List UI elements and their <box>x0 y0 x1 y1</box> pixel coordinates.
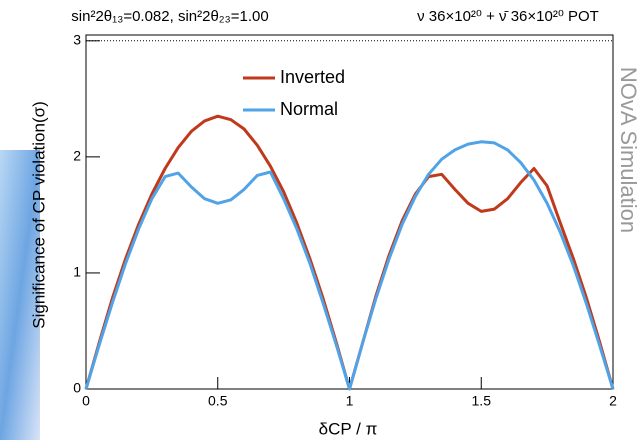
background-decoration <box>0 150 40 440</box>
x-tick-label: 2 <box>609 393 617 409</box>
y-tick-label: 1 <box>73 264 81 280</box>
x-tick-label: 0 <box>82 393 90 409</box>
plot-frame <box>85 34 614 390</box>
series-line <box>84 114 615 391</box>
legend-label: Normal <box>280 99 338 119</box>
y-tick-label: 2 <box>73 148 81 164</box>
y-axis-label: Significance of CP violation(σ) <box>29 101 48 329</box>
watermark: NOvA Simulation <box>616 67 641 233</box>
y-tick-label: 3 <box>73 32 81 48</box>
x-tick-label: 1 <box>346 393 354 409</box>
x-tick-label: 0.5 <box>208 393 228 409</box>
title-left: sin²2θ₁₃=0.082, sin²2θ₂₃=1.00 <box>71 8 268 25</box>
title-right: ν 36×10²⁰ + ν̄ 36×10²⁰ POT <box>417 8 599 25</box>
y-tick-label: 0 <box>73 380 81 396</box>
series-line <box>84 140 615 391</box>
x-axis-label: δCP / π <box>319 419 378 438</box>
legend-label: Inverted <box>280 67 345 87</box>
x-tick-label: 1.5 <box>472 393 492 409</box>
